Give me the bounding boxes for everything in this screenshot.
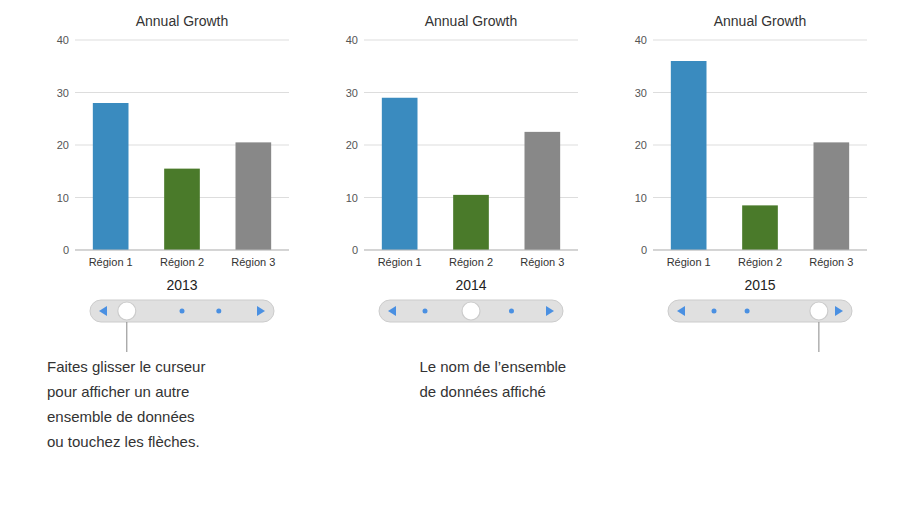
slider-handle (810, 302, 828, 320)
y-tick-label: 40 (57, 34, 69, 46)
slider-dot (509, 309, 514, 314)
y-tick-label: 20 (57, 139, 69, 151)
y-tick-label: 0 (352, 244, 358, 256)
chart-title: Annual Growth (425, 13, 518, 29)
x-axis-line (75, 250, 289, 251)
slider-dot (712, 309, 717, 314)
x-axis-label: 2014 (455, 277, 486, 293)
grid-line (364, 92, 578, 93)
grid-line (75, 250, 289, 251)
bar (453, 195, 489, 250)
annotation-line: de données affiché (419, 383, 546, 400)
slider-handle (118, 302, 136, 320)
annotation-line: Faites glisser le curseur (47, 358, 205, 375)
x-tick-label: Région 3 (520, 256, 564, 268)
x-tick-label: Région 2 (160, 256, 204, 268)
bar (93, 103, 129, 250)
slider-arrow-left (388, 306, 396, 316)
bar (382, 98, 418, 250)
y-tick-label: 30 (635, 87, 647, 99)
bars (93, 103, 271, 250)
bar (814, 142, 850, 250)
annotation: Faites glisser le curseur pour afficher u… (47, 358, 205, 450)
x-tick-label: Région 1 (667, 256, 711, 268)
slider-dot (745, 309, 750, 314)
x-tick-label: Région 3 (231, 256, 275, 268)
pointer-line (818, 322, 819, 352)
grid-line (75, 40, 289, 41)
x-tick-label: Région 2 (738, 256, 782, 268)
bar (742, 205, 778, 250)
bars (671, 61, 849, 250)
chart-title: Annual Growth (714, 13, 807, 29)
slider-handle (462, 302, 480, 320)
y-tick-label: 10 (57, 192, 69, 204)
annotation-line: pour afficher un autre (47, 383, 189, 400)
slider-dot (216, 309, 221, 314)
y-tick-label: 20 (346, 139, 358, 151)
slider-dot (180, 309, 185, 314)
x-axis-line (364, 250, 578, 251)
y-tick-label: 40 (346, 34, 358, 46)
grid-line (653, 40, 867, 41)
x-axis-line (653, 250, 867, 251)
slider-track (90, 300, 274, 322)
y-tick-label: 0 (641, 244, 647, 256)
annotation-line: Le nom de l’ensemble (419, 358, 566, 375)
x-tick-label: Région 2 (449, 256, 493, 268)
slider-arrow-right (835, 306, 843, 316)
bar (671, 61, 707, 250)
x-tick-label: Région 1 (89, 256, 133, 268)
pointer-line (126, 322, 127, 352)
y-tick-label: 30 (346, 87, 358, 99)
x-axis-label: 2015 (744, 277, 775, 293)
slider-arrow-right (546, 306, 554, 316)
y-tick-label: 20 (635, 139, 647, 151)
x-axis-label: 2013 (166, 277, 197, 293)
y-tick-label: 40 (635, 34, 647, 46)
chart-title: Annual Growth (136, 13, 229, 29)
y-tick-label: 30 (57, 87, 69, 99)
bar-chart: Annual Growth 0 10 20 30 40 Région 1 Région 2 Ré… (346, 13, 578, 293)
grid-line (364, 40, 578, 41)
x-tick-label: Région 1 (378, 256, 422, 268)
bar (236, 142, 272, 250)
grid-line (364, 250, 578, 251)
y-tick-label: 0 (63, 244, 69, 256)
slider-track (668, 300, 852, 322)
bars (382, 98, 560, 250)
slider (90, 300, 274, 322)
annotation-line: ensemble de données (47, 408, 195, 425)
bar (164, 169, 200, 250)
slider-dot (423, 309, 428, 314)
slider-arrow-left (99, 306, 107, 316)
annotation: Le nom de l’ensemble de données affiché (419, 358, 566, 400)
grid-line (75, 92, 289, 93)
background (0, 0, 903, 527)
bar (525, 132, 561, 250)
annotation-line: ou touchez les flèches. (47, 433, 200, 450)
grid-line (653, 250, 867, 251)
slider-track (379, 300, 563, 322)
slider (668, 300, 852, 322)
bar-chart: Annual Growth 0 10 20 30 40 Région 1 Région 2 Ré… (57, 13, 289, 293)
y-tick-label: 10 (346, 192, 358, 204)
slider (379, 300, 563, 322)
x-tick-label: Région 3 (809, 256, 853, 268)
bar-chart: Annual Growth 0 10 20 30 40 Région 1 Région 2 Ré… (635, 13, 867, 293)
y-tick-label: 10 (635, 192, 647, 204)
slider-arrow-right (257, 306, 265, 316)
slider-arrow-left (677, 306, 685, 316)
chart-page: Annual Growth 0 10 20 30 40 Région 1 Région 2 Ré… (0, 0, 903, 527)
